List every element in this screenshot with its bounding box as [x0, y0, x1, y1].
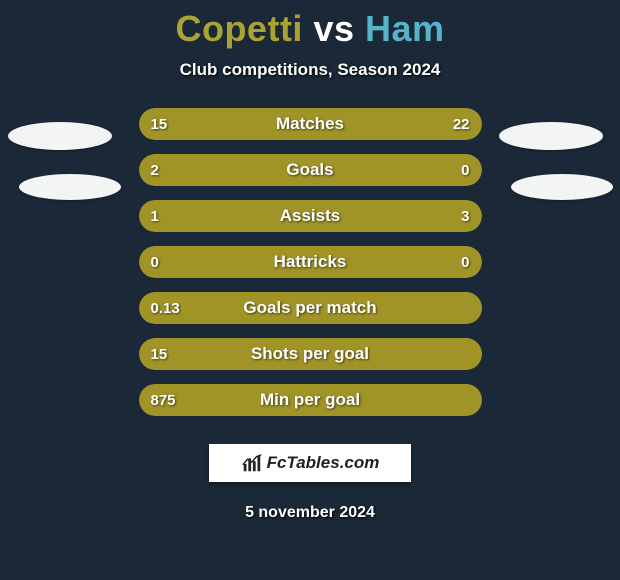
stat-value-left: 15 [151, 346, 168, 363]
decorative-ellipse [8, 122, 112, 150]
stat-value-left: 15 [151, 116, 168, 133]
subtitle: Club competitions, Season 2024 [0, 60, 620, 80]
stat-value-right: 0 [461, 254, 469, 271]
logo-text: FcTables.com [267, 453, 380, 473]
stat-value-left: 0 [151, 254, 159, 271]
page-title: Copetti vs Ham [0, 0, 620, 50]
decorative-ellipse [499, 122, 603, 150]
stat-value-left: 2 [151, 162, 159, 179]
stat-value-right: 0 [461, 162, 469, 179]
decorative-ellipse [511, 174, 613, 200]
stat-label: Goals per match [139, 298, 482, 318]
stat-row: Goals per match0.13 [139, 292, 482, 324]
decorative-ellipse [19, 174, 121, 200]
fctables-logo: FcTables.com [209, 444, 411, 482]
stat-row: Shots per goal15 [139, 338, 482, 370]
comparison-card: Copetti vs Ham Club competitions, Season… [0, 0, 620, 580]
stat-value-left: 875 [151, 392, 176, 409]
date-text: 5 november 2024 [0, 504, 620, 522]
stat-value-right: 22 [453, 116, 470, 133]
stat-label: Shots per goal [139, 344, 482, 364]
stat-label: Matches [139, 114, 482, 134]
stat-value-left: 0.13 [151, 300, 180, 317]
stat-label: Hattricks [139, 252, 482, 272]
stat-row: Assists1 3 [139, 200, 482, 232]
stat-label: Min per goal [139, 390, 482, 410]
bar-chart-icon [241, 452, 263, 474]
title-vs: vs [313, 8, 354, 49]
stat-label: Assists [139, 206, 482, 226]
stat-value-right: 3 [461, 208, 469, 225]
title-player1: Copetti [175, 8, 302, 49]
title-player2: Ham [365, 8, 445, 49]
stat-row: Matches15 22 [139, 108, 482, 140]
stat-row: Min per goal875 [139, 384, 482, 416]
stat-label: Goals [139, 160, 482, 180]
stat-row: Hattricks0 0 [139, 246, 482, 278]
stat-value-left: 1 [151, 208, 159, 225]
stat-row: Goals2 0 [139, 154, 482, 186]
stats-container: Matches1522Goals20Assists13Hattricks00Go… [0, 108, 620, 416]
